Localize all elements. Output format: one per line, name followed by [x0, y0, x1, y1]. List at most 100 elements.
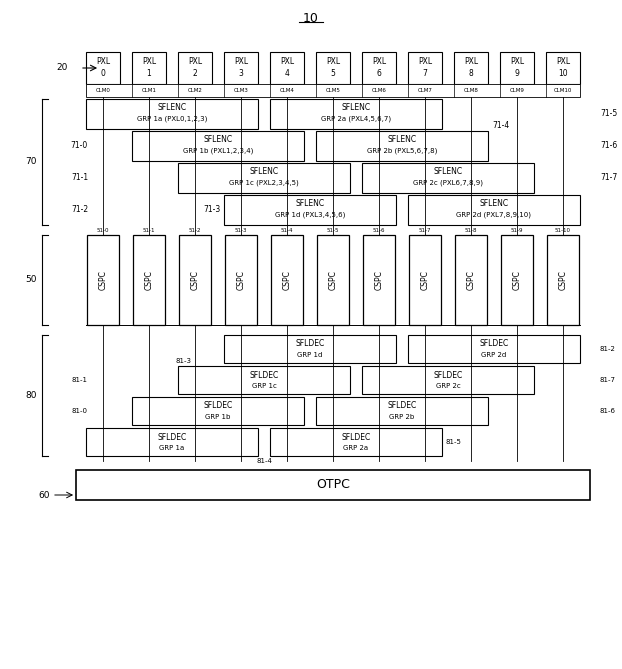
Text: 81-7: 81-7	[600, 377, 616, 383]
Text: GRP 2c (PXL6,7,8,9): GRP 2c (PXL6,7,8,9)	[413, 180, 483, 186]
Text: 9: 9	[514, 70, 519, 78]
Text: SFLDEC: SFLDEC	[434, 371, 463, 379]
Bar	[408, 195, 580, 225]
Bar	[86, 99, 258, 129]
Text: PXL: PXL	[188, 58, 202, 66]
Text: SFLDEC: SFLDEC	[295, 339, 325, 349]
Text: 60: 60	[39, 490, 50, 500]
Text: GRP 1c: GRP 1c	[251, 383, 276, 389]
Text: CLM4: CLM4	[279, 88, 294, 93]
Text: 1: 1	[147, 70, 151, 78]
Bar	[270, 52, 304, 84]
Text: PXL: PXL	[142, 58, 156, 66]
Bar	[224, 335, 396, 363]
Text: GRP 2a (PXL4,5,6,7): GRP 2a (PXL4,5,6,7)	[321, 116, 391, 122]
Bar	[224, 195, 396, 225]
Text: CSPC: CSPC	[98, 270, 108, 290]
Text: 71-5: 71-5	[600, 110, 617, 118]
Text: 51-1: 51-1	[143, 227, 156, 233]
Bar	[86, 84, 580, 97]
Text: CLM0: CLM0	[96, 88, 111, 93]
Text: 50: 50	[26, 276, 37, 284]
Bar	[316, 131, 488, 161]
Text: SFLENC: SFLENC	[157, 104, 187, 112]
Text: SFLENC: SFLENC	[434, 167, 463, 177]
Text: 51-3: 51-3	[234, 227, 248, 233]
Text: 70: 70	[26, 157, 37, 167]
Bar	[362, 52, 396, 84]
Text: 71-0: 71-0	[71, 142, 88, 151]
Text: 3: 3	[239, 70, 243, 78]
Text: 8: 8	[468, 70, 473, 78]
Text: 71-7: 71-7	[600, 173, 617, 183]
Bar	[178, 366, 350, 394]
Bar	[546, 52, 580, 84]
Text: 20: 20	[57, 64, 68, 72]
Text: CLM3: CLM3	[234, 88, 248, 93]
Bar	[132, 397, 304, 425]
Text: SFLDEC: SFLDEC	[157, 432, 187, 442]
Text: SFLDEC: SFLDEC	[203, 401, 233, 411]
Text: CSPC: CSPC	[420, 270, 430, 290]
Bar	[454, 52, 488, 84]
Bar	[224, 52, 258, 84]
Text: GRP 2a: GRP 2a	[343, 445, 369, 451]
Text: 80: 80	[26, 391, 37, 400]
Text: PXL: PXL	[326, 58, 340, 66]
Text: 51-0: 51-0	[97, 227, 109, 233]
Bar	[132, 131, 304, 161]
Text: PXL: PXL	[372, 58, 386, 66]
Text: GRP 1c (PXL2,3,4,5): GRP 1c (PXL2,3,4,5)	[229, 180, 299, 186]
Text: GRP 2d: GRP 2d	[481, 352, 507, 358]
Text: CSPC: CSPC	[559, 270, 567, 290]
Text: PXL: PXL	[556, 58, 570, 66]
Text: OTPC: OTPC	[316, 478, 350, 492]
Text: SFLDEC: SFLDEC	[388, 401, 417, 411]
Text: 6: 6	[376, 70, 381, 78]
Text: 81-0: 81-0	[72, 408, 88, 414]
Text: 51-4: 51-4	[281, 227, 293, 233]
Text: SFLDEC: SFLDEC	[249, 371, 279, 379]
Bar	[316, 397, 488, 425]
Bar	[132, 52, 166, 84]
Text: 2: 2	[193, 70, 197, 78]
Text: CSPC: CSPC	[328, 270, 338, 290]
Text: 81-3: 81-3	[176, 358, 192, 364]
Text: SFLENC: SFLENC	[480, 199, 509, 209]
Bar	[179, 235, 211, 325]
Bar	[500, 52, 534, 84]
Text: PXL: PXL	[96, 58, 110, 66]
Text: 7: 7	[422, 70, 427, 78]
Bar	[362, 163, 534, 193]
Text: CLM9: CLM9	[509, 88, 524, 93]
Bar	[271, 235, 303, 325]
Text: 51-8: 51-8	[465, 227, 477, 233]
Text: CSPC: CSPC	[190, 270, 200, 290]
Text: CLM2: CLM2	[188, 88, 202, 93]
Text: CSPC: CSPC	[513, 270, 521, 290]
Text: CLM8: CLM8	[463, 88, 478, 93]
Bar	[178, 52, 212, 84]
Text: GRP 2c: GRP 2c	[435, 383, 460, 389]
Bar	[76, 470, 590, 500]
Bar	[133, 235, 165, 325]
Text: 51-10: 51-10	[555, 227, 571, 233]
Bar	[455, 235, 487, 325]
Text: GRP 2d (PXL7,8,9,10): GRP 2d (PXL7,8,9,10)	[457, 212, 532, 218]
Text: PXL: PXL	[234, 58, 248, 66]
Text: 0: 0	[101, 70, 106, 78]
Text: 51-5: 51-5	[327, 227, 339, 233]
Text: 51-6: 51-6	[373, 227, 385, 233]
Bar	[270, 99, 442, 129]
Bar	[87, 235, 119, 325]
Text: 10: 10	[303, 11, 319, 25]
Text: CLM7: CLM7	[417, 88, 432, 93]
Text: 71-6: 71-6	[600, 142, 617, 151]
Text: CSPC: CSPC	[144, 270, 154, 290]
Text: 81-6: 81-6	[600, 408, 616, 414]
Bar	[362, 366, 534, 394]
Text: CSPC: CSPC	[374, 270, 384, 290]
Text: SFLENC: SFLENC	[388, 136, 417, 145]
Text: 81-2: 81-2	[600, 346, 616, 352]
Text: 71-4: 71-4	[492, 120, 509, 130]
